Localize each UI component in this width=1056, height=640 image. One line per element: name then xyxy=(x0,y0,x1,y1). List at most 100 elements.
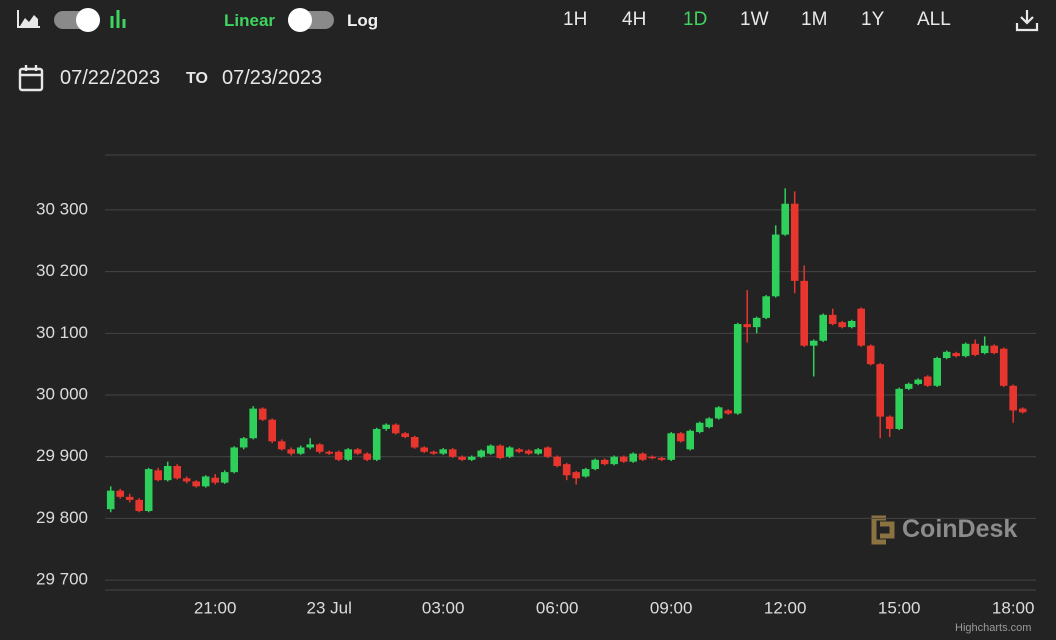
candle-body xyxy=(382,424,390,429)
range-button[interactable]: 1D xyxy=(683,9,708,30)
candle-body xyxy=(182,478,191,482)
candle-body xyxy=(591,459,599,470)
candle-body xyxy=(116,490,124,497)
scale-toggle[interactable] xyxy=(288,8,334,32)
y-tick-label: 30 100 xyxy=(36,323,88,342)
candle-body xyxy=(239,438,248,448)
candle-body xyxy=(296,447,305,454)
candle-body xyxy=(800,280,808,346)
y-tick-label: 30 300 xyxy=(36,199,88,218)
download-icon[interactable] xyxy=(1015,8,1039,32)
area-chart-icon[interactable] xyxy=(16,8,42,30)
x-tick-label: 12:00 xyxy=(764,598,807,617)
candle-body xyxy=(106,490,115,510)
candle-body xyxy=(391,424,400,434)
credit[interactable]: Highcharts.com xyxy=(955,622,1032,634)
x-tick-label: 21:00 xyxy=(194,598,237,617)
range-button[interactable]: 1Y xyxy=(861,9,885,30)
candle-body xyxy=(876,364,884,417)
candle-body xyxy=(762,296,770,318)
candle-body xyxy=(211,477,219,483)
candle-body xyxy=(1018,408,1027,413)
date-to[interactable]: 07/23/2023 xyxy=(222,67,323,89)
candle-body xyxy=(990,345,998,354)
candle-body xyxy=(410,436,419,448)
candle-body xyxy=(904,383,913,389)
candle-body xyxy=(809,340,818,346)
candle-body xyxy=(923,376,932,386)
candle-body xyxy=(638,453,647,460)
candle-body xyxy=(790,203,799,281)
candle-body xyxy=(819,314,827,341)
candle-body xyxy=(543,447,552,457)
candle-body xyxy=(249,408,257,439)
range-button[interactable]: ALL xyxy=(917,9,951,30)
candle-body xyxy=(220,472,229,483)
candle-body xyxy=(477,450,485,457)
x-tick-label: 09:00 xyxy=(650,598,693,617)
range-button[interactable]: 1H xyxy=(563,9,588,30)
candle-body xyxy=(135,499,143,512)
candle-body xyxy=(192,481,200,487)
candle-body xyxy=(657,457,666,460)
candle-body xyxy=(838,322,846,328)
candle-body xyxy=(600,459,609,465)
candle-body xyxy=(866,345,875,365)
candle-body xyxy=(619,456,628,462)
candle-body xyxy=(733,324,742,414)
candle-body xyxy=(325,451,333,454)
candle-body xyxy=(363,453,371,460)
candle-body xyxy=(895,388,903,429)
candle-body xyxy=(372,428,381,460)
candle-body xyxy=(401,433,409,437)
candle-body xyxy=(980,345,989,354)
range-button[interactable]: 1W xyxy=(740,9,769,30)
candle-body xyxy=(458,456,466,460)
candle-body xyxy=(353,449,362,454)
candle-body xyxy=(429,451,438,454)
candle-body xyxy=(705,418,713,428)
candle-body xyxy=(344,449,352,460)
candle-body xyxy=(268,419,276,442)
candle-body xyxy=(277,441,286,450)
candle-body xyxy=(724,410,732,414)
candle-body xyxy=(961,343,970,357)
linear-label[interactable]: Linear xyxy=(224,11,276,30)
chart-type-toggle[interactable] xyxy=(54,8,100,32)
candle-body xyxy=(334,451,343,460)
candle-body xyxy=(553,456,561,466)
candle-body xyxy=(581,469,590,477)
x-tick-label: 15:00 xyxy=(878,598,921,617)
candle-body xyxy=(420,447,428,452)
range-button[interactable]: 4H xyxy=(622,9,647,30)
candle-body xyxy=(610,456,618,465)
y-tick-label: 30 200 xyxy=(36,261,88,280)
candle-body xyxy=(648,456,656,459)
candle-body xyxy=(201,476,210,487)
candle-body xyxy=(629,453,637,462)
candle-chart-icon[interactable] xyxy=(108,8,128,30)
candle-body xyxy=(439,449,447,454)
candle-body xyxy=(676,433,685,442)
candle-body xyxy=(771,234,780,297)
candle-body xyxy=(857,308,865,346)
candle-body xyxy=(942,351,951,358)
candle-body xyxy=(515,449,523,452)
candle-body xyxy=(952,353,960,357)
candle-body xyxy=(534,449,542,454)
x-tick-label: 03:00 xyxy=(422,598,465,617)
log-label[interactable]: Log xyxy=(347,11,379,30)
x-tick-label: 18:00 xyxy=(992,598,1035,617)
candle-body xyxy=(847,320,856,328)
candle-body xyxy=(828,314,837,325)
y-tick-label: 29 800 xyxy=(36,508,88,527)
range-button[interactable]: 1M xyxy=(801,9,828,30)
candle-body xyxy=(144,469,153,512)
candle-body xyxy=(448,449,457,457)
candle-body xyxy=(752,317,761,328)
calendar-icon[interactable] xyxy=(18,64,44,92)
candle-body xyxy=(125,496,134,500)
date-from[interactable]: 07/22/2023 xyxy=(60,67,161,89)
candle-body xyxy=(315,444,324,452)
